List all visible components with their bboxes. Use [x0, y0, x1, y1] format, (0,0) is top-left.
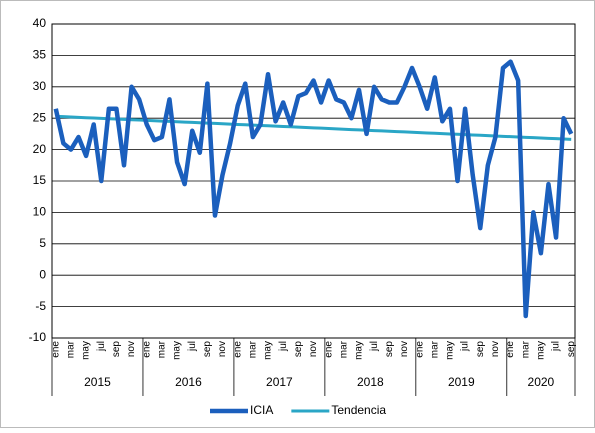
x-tick-label: ene	[50, 341, 61, 358]
x-tick-label: ene	[323, 341, 334, 358]
x-tick-label: nov	[308, 341, 319, 357]
x-tick-label: sep	[566, 341, 577, 358]
series-line	[55, 114, 572, 141]
x-tick-label: nov	[490, 341, 501, 357]
y-tick-label: 20	[33, 142, 47, 156]
y-tick-label: -5	[35, 299, 46, 313]
x-tick-label: mar	[338, 340, 349, 358]
x-tick-label: may	[81, 341, 92, 360]
x-tick-label: may	[172, 341, 183, 360]
x-tick-label: nov	[217, 341, 228, 357]
x-tick-label: sep	[475, 341, 486, 358]
year-label: 2020	[528, 375, 555, 389]
year-label: 2018	[357, 375, 384, 389]
legend-label: Tendencia	[331, 403, 386, 417]
y-tick-label: 30	[33, 79, 47, 93]
x-tick-label: ene	[141, 341, 152, 358]
x-tick-label: mar	[66, 340, 77, 358]
y-tick-label: 0	[39, 267, 46, 281]
y-tick-label: 40	[33, 16, 47, 30]
year-label: 2019	[448, 375, 475, 389]
x-tick-label: mar	[157, 340, 168, 358]
y-tick-label: 15	[33, 173, 47, 187]
x-tick-label: jul	[551, 341, 562, 352]
x-tick-label: ene	[232, 341, 243, 358]
x-tick-label: nov	[126, 341, 137, 357]
x-tick-label: mar	[248, 340, 259, 358]
year-label: 2017	[266, 375, 293, 389]
year-label: 2016	[175, 375, 202, 389]
x-tick-label: sep	[293, 341, 304, 358]
x-tick-label: mar	[429, 340, 440, 358]
plot-border	[51, 23, 576, 339]
x-tick-label: jul	[278, 341, 289, 352]
x-tick-label: may	[536, 341, 547, 360]
y-tick-label: 10	[33, 205, 47, 219]
x-tick-label: sep	[202, 341, 213, 358]
x-tick-label: may	[263, 341, 274, 360]
x-tick-label: sep	[384, 341, 395, 358]
year-label: 2015	[84, 375, 111, 389]
x-tick-label: jul	[96, 341, 107, 352]
x-tick-label: ene	[505, 341, 516, 358]
x-tick-label: ene	[414, 341, 425, 358]
x-tick-label: mar	[520, 340, 531, 358]
x-tick-label: may	[354, 341, 365, 360]
x-tick-label: may	[445, 341, 456, 360]
x-tick-label: jul	[187, 341, 198, 352]
legend-label: ICIA	[250, 403, 273, 417]
x-tick-label: jul	[369, 341, 380, 352]
x-tick-label: jul	[460, 341, 471, 352]
series-line	[53, 59, 574, 319]
x-tick-label: sep	[111, 341, 122, 358]
y-tick-label: 25	[33, 110, 47, 124]
y-tick-label: 35	[33, 48, 47, 62]
y-tick-label: -10	[29, 330, 47, 344]
y-tick-label: 5	[39, 236, 46, 250]
x-tick-label: nov	[399, 341, 410, 357]
